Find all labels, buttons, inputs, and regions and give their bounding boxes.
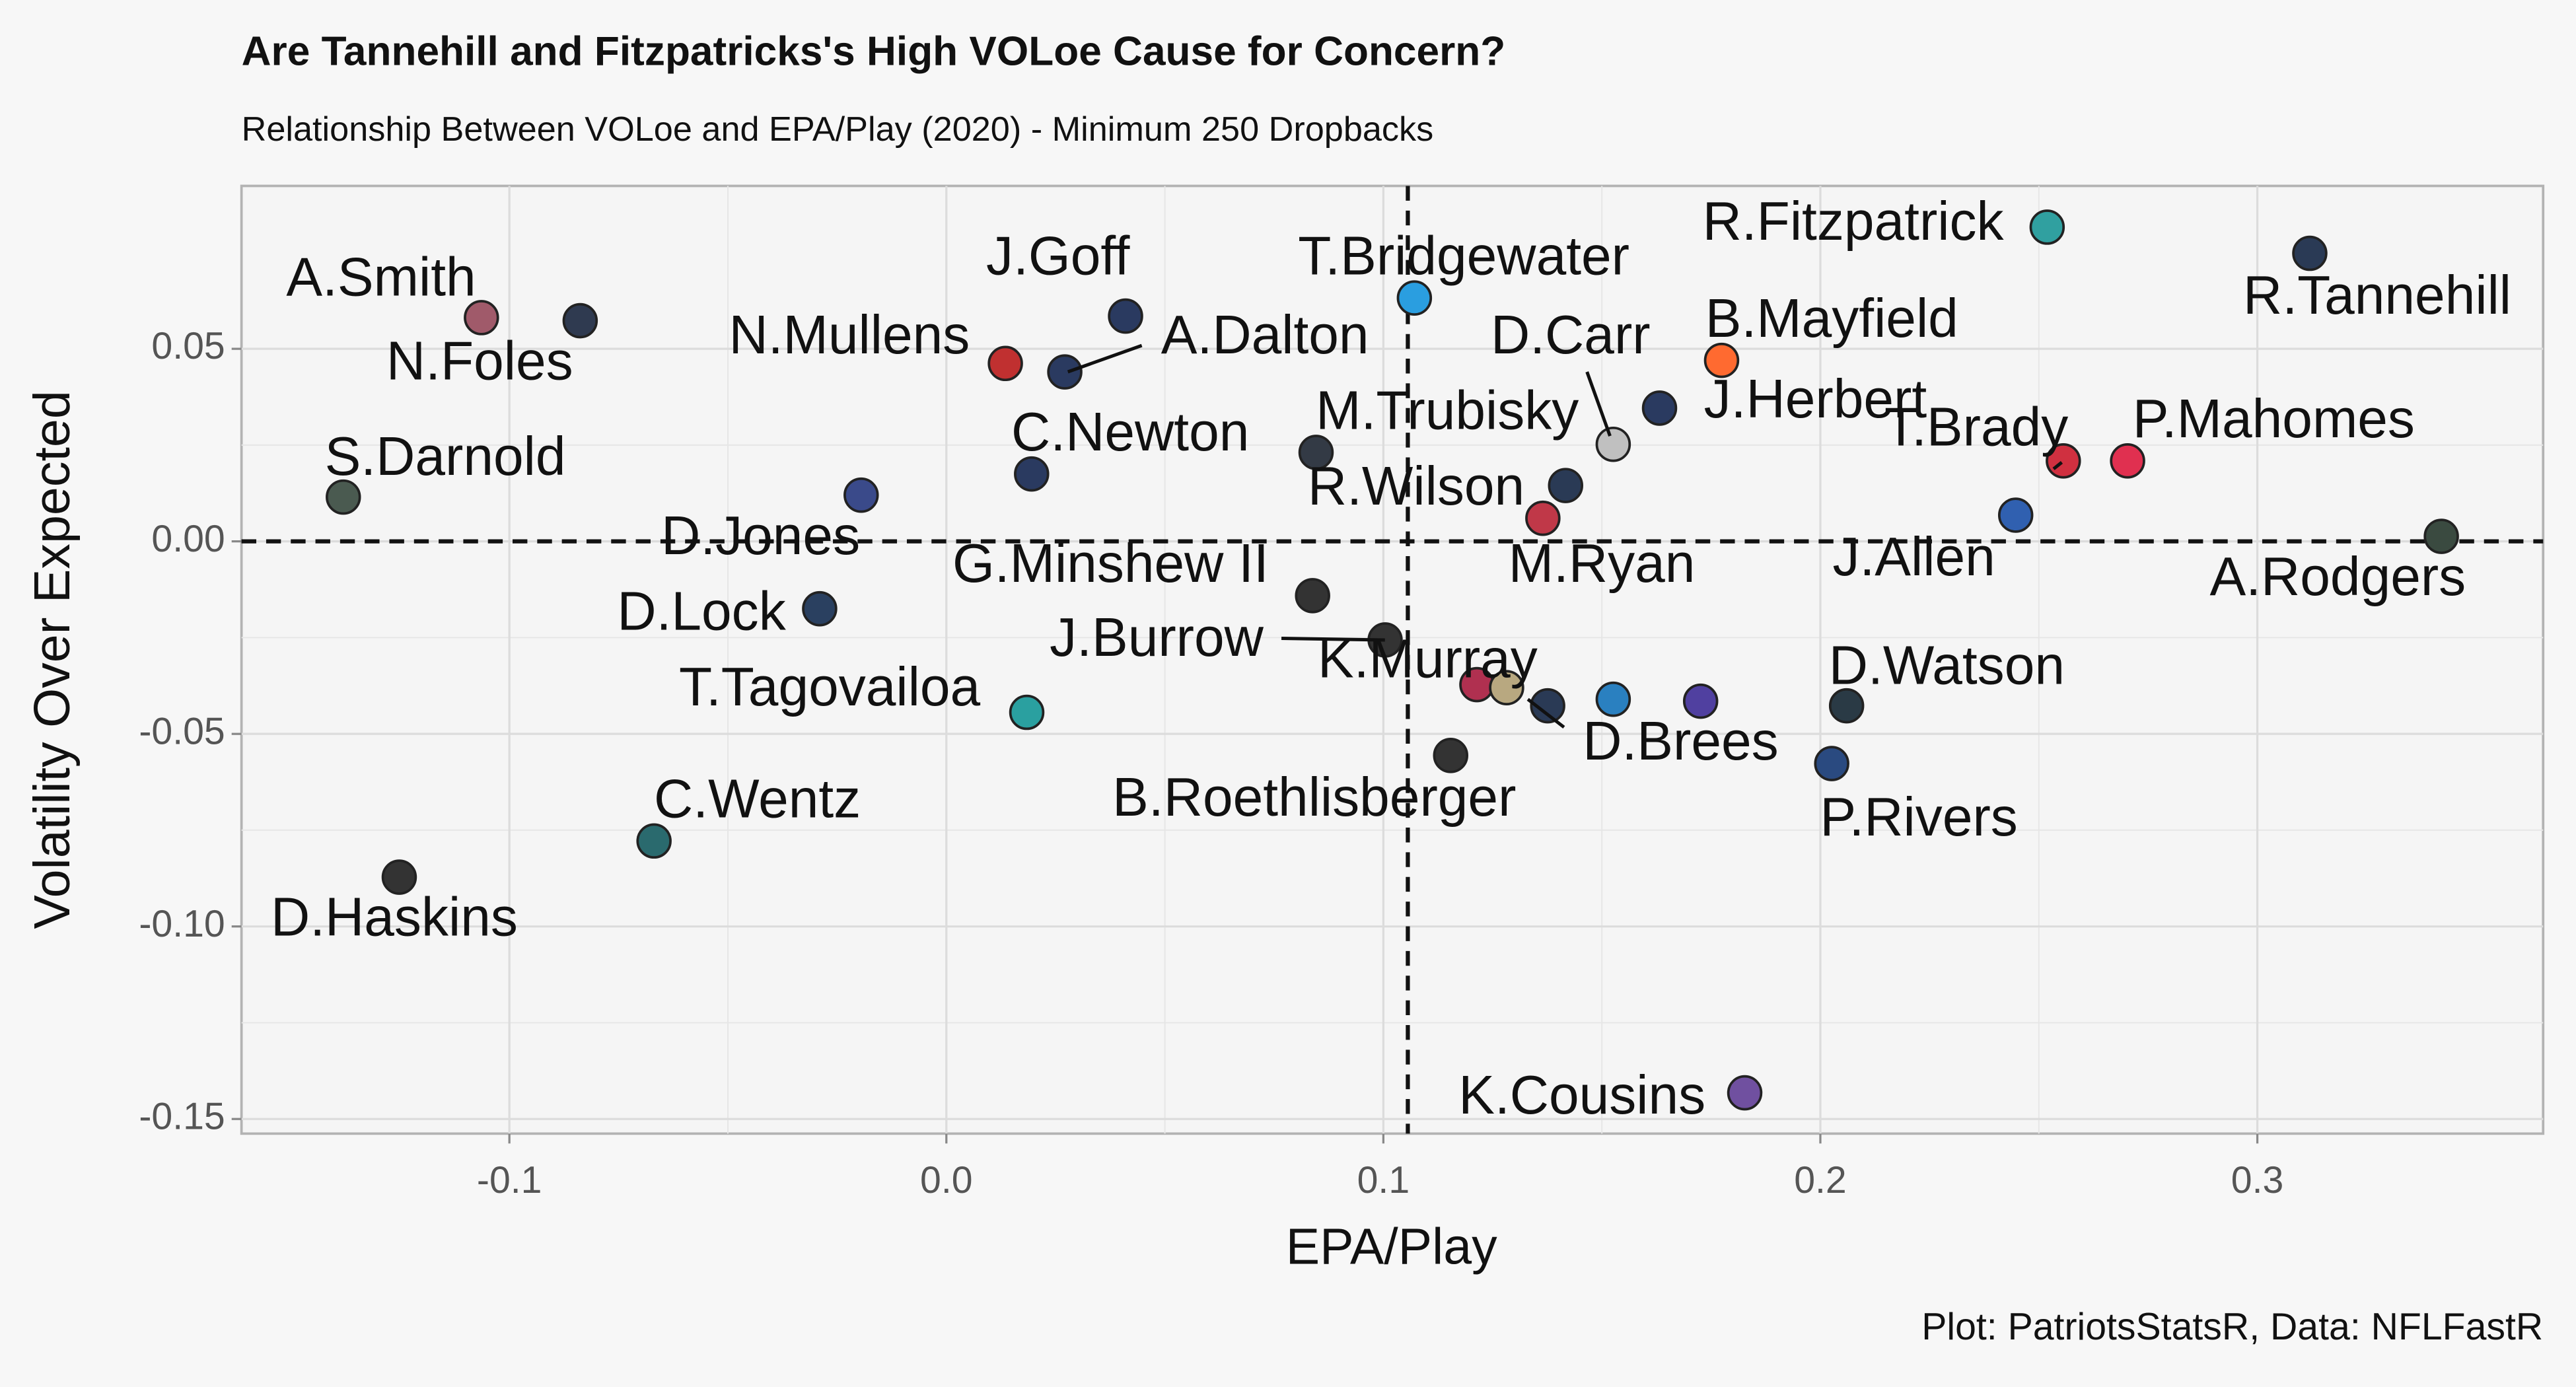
point-label: D.Jones — [661, 506, 860, 566]
point — [1295, 578, 1330, 614]
point — [1727, 1075, 1763, 1111]
chart-title: Are Tannehill and Fitzpatricks's High VO… — [242, 29, 1506, 75]
point — [1548, 468, 1584, 503]
x-axis-title: EPA/Play — [1286, 1219, 1497, 1275]
point — [326, 479, 361, 515]
point — [1489, 670, 1524, 705]
label-leader — [1281, 637, 1385, 642]
point-label: A.Smith — [286, 248, 476, 308]
point-label: P.Mahomes — [2133, 389, 2415, 449]
point — [2423, 518, 2459, 554]
point — [1396, 280, 1433, 316]
label-leader — [1585, 371, 1612, 437]
label-leader — [1067, 343, 1143, 374]
point-label: P.Rivers — [1820, 787, 2017, 847]
point — [1997, 497, 2034, 533]
point — [1009, 694, 1045, 730]
point-label: K.Murray — [1318, 629, 1538, 690]
point — [1595, 681, 1631, 717]
point — [2029, 209, 2065, 245]
point-label: D.Carr — [1491, 305, 1651, 365]
panel — [240, 184, 2545, 1135]
point-label: N.Foles — [386, 332, 573, 392]
x-tick-label: 0.1 — [1357, 1159, 1410, 1201]
point-label: T.Brady — [1884, 397, 2068, 457]
point — [1814, 746, 1849, 781]
point-label: J.Burrow — [1050, 608, 1264, 668]
label-leader — [2052, 461, 2063, 470]
point-label: D.Brees — [1583, 711, 1778, 771]
point-label: G.Minshew II — [952, 534, 1269, 594]
point — [1014, 456, 1050, 492]
point — [1703, 342, 1740, 378]
point — [1595, 426, 1631, 462]
y-tick-label: -0.05 — [139, 710, 225, 752]
point-label: K.Cousins — [1458, 1065, 1705, 1125]
point-label: B.Roethlisberger — [1112, 767, 1516, 828]
caption: Plot: PatriotsStatsR, Data: NFLFastR — [1921, 1306, 2543, 1348]
point — [636, 823, 672, 859]
point-label: J.Herbert — [1704, 369, 1927, 429]
point — [381, 859, 417, 895]
point — [1433, 738, 1469, 773]
point-label: C.Wentz — [654, 769, 861, 829]
point — [987, 345, 1023, 382]
point-label: A.Rodgers — [2209, 547, 2466, 607]
x-tick-label: -0.1 — [477, 1159, 542, 1201]
point-label: R.Tannehill — [2243, 266, 2511, 326]
point-label: M.Ryan — [1509, 534, 1696, 594]
point — [1828, 688, 1865, 724]
point-label: C.Newton — [1011, 402, 1249, 462]
point-label: D.Watson — [1829, 636, 2065, 696]
point-label: J.Allen — [1832, 527, 1995, 587]
chart-subtitle: Relationship Between VOLoe and EPA/Play … — [242, 110, 1434, 149]
y-tick-label: -0.10 — [139, 903, 225, 945]
point — [1108, 298, 1143, 334]
point — [464, 300, 499, 336]
point-label: N.Mullens — [729, 305, 970, 365]
point-label: D.Haskins — [271, 888, 518, 948]
y-axis-title: Volatility Over Expected — [24, 390, 81, 929]
y-tick-label: -0.15 — [139, 1095, 225, 1137]
label-leader — [1526, 697, 1565, 729]
y-tick-label: 0.05 — [151, 325, 225, 367]
point-label: S.Darnold — [325, 427, 566, 487]
point — [1298, 435, 1334, 470]
point-label: M.Trubisky — [1316, 380, 1579, 441]
point-label: T.Bridgewater — [1298, 226, 1629, 286]
x-tick-label: 0.2 — [1794, 1159, 1847, 1201]
point — [802, 590, 838, 627]
x-tick-label: 0.3 — [2231, 1159, 2284, 1201]
point — [2110, 443, 2145, 479]
point — [562, 302, 598, 339]
point — [1530, 688, 1565, 724]
point-label: R.Wilson — [1308, 456, 1524, 516]
point — [1525, 500, 1561, 536]
point-label: B.Mayfield — [1705, 289, 1958, 349]
point-label: R.Fitzpatrick — [1703, 192, 2005, 252]
point-label: T.Tagovailoa — [679, 657, 981, 717]
point-label: J.Goff — [986, 226, 1130, 286]
point — [843, 477, 879, 513]
point-label: D.Lock — [617, 581, 786, 641]
point-label: A.Dalton — [1161, 305, 1369, 365]
point — [1641, 390, 1678, 426]
point — [1047, 354, 1083, 390]
y-tick-label: 0.00 — [151, 518, 225, 560]
point — [2292, 235, 2328, 271]
point — [1682, 683, 1719, 719]
x-tick-label: 0.0 — [920, 1159, 973, 1201]
